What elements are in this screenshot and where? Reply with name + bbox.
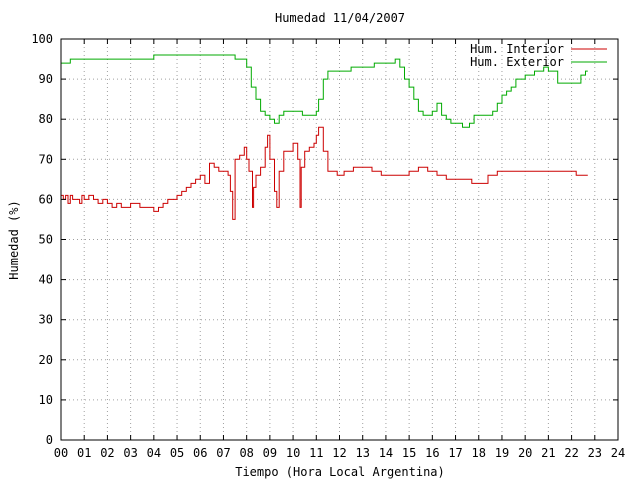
x-tick-label: 16: [425, 446, 439, 460]
x-axis-ticks: 00 01 02 03 04 05 06 07 08 09 10 11 12 13 14 15 16 17 18 19…: [54, 39, 625, 460]
x-tick-label: 14: [379, 446, 393, 460]
x-tick-label: 05: [170, 446, 184, 460]
x-tick-label: 09: [263, 446, 277, 460]
x-tick-label: 23: [588, 446, 602, 460]
x-tick-label: 11: [309, 446, 323, 460]
x-tick-label: 15: [402, 446, 416, 460]
x-tick-label: 02: [100, 446, 114, 460]
series-line-exterior: [61, 54, 588, 128]
x-tick-label: 07: [216, 446, 230, 460]
x-tick-label: 19: [495, 446, 509, 460]
y-tick-label: 10: [39, 393, 53, 407]
x-tick-label: 18: [472, 446, 486, 460]
grid-lines: [61, 39, 618, 440]
y-tick-label: 60: [39, 192, 53, 206]
y-tick-label: 90: [39, 72, 53, 86]
y-tick-label: 0: [46, 433, 53, 447]
x-tick-label: 22: [564, 446, 578, 460]
x-tick-label: 17: [448, 446, 462, 460]
y-axis-label: Humedad (%): [7, 200, 21, 279]
x-tick-label: 24: [611, 446, 625, 460]
x-tick-label: 06: [193, 446, 207, 460]
x-tick-label: 12: [332, 446, 346, 460]
legend-label: Hum. Interior: [470, 42, 564, 56]
chart-title: Humedad 11/04/2007: [275, 11, 405, 25]
y-tick-label: 70: [39, 152, 53, 166]
x-tick-label: 21: [541, 446, 555, 460]
y-tick-label: 80: [39, 112, 53, 126]
y-tick-label: 30: [39, 313, 53, 327]
x-tick-label: 04: [147, 446, 161, 460]
y-tick-label: 20: [39, 353, 53, 367]
y-tick-label: 40: [39, 273, 53, 287]
legend-label: Hum. Exterior: [470, 55, 564, 69]
series-line-interior: [61, 126, 588, 220]
x-tick-label: 20: [518, 446, 532, 460]
y-tick-label: 50: [39, 233, 53, 247]
x-tick-label: 01: [77, 446, 91, 460]
x-tick-label: 10: [286, 446, 300, 460]
series-layer: [61, 54, 588, 220]
y-axis-ticks: 0 10 20 30 40 50 60 70 80 90 100: [31, 32, 618, 447]
y-tick-label: 100: [31, 32, 53, 46]
x-tick-label: 03: [123, 446, 137, 460]
x-tick-label: 08: [239, 446, 253, 460]
x-tick-label: 13: [355, 446, 369, 460]
x-axis-label: Tiempo (Hora Local Argentina): [235, 465, 445, 479]
x-tick-label: 00: [54, 446, 68, 460]
